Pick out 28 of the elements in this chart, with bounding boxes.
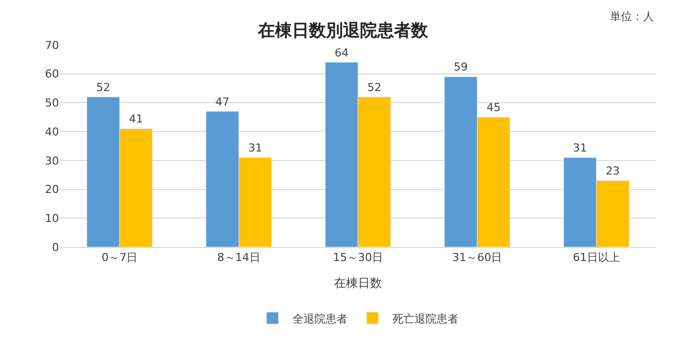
- data-label: 52: [367, 80, 382, 94]
- y-tick-label: 0: [52, 240, 59, 254]
- data-label: 59: [454, 60, 468, 74]
- y-tick-label: 10: [45, 212, 59, 225]
- chart-title: 在棟日数別退院患者数: [257, 20, 429, 41]
- y-tick-label: 30: [45, 154, 59, 168]
- data-label: 52: [96, 80, 110, 94]
- x-tick-label: 61日以上: [572, 251, 620, 264]
- x-axis-title: 在棟日数: [334, 276, 382, 290]
- y-tick-label: 50: [45, 96, 59, 110]
- data-label: 31: [248, 142, 262, 155]
- data-label: 23: [606, 164, 620, 178]
- x-tick-label: 15～30日: [333, 251, 383, 264]
- data-label: 64: [334, 46, 349, 60]
- y-tick-label: 60: [45, 68, 59, 81]
- y-tick-label: 20: [45, 183, 59, 196]
- data-label: 31: [573, 142, 588, 155]
- x-tick-label: 0～7日: [102, 251, 138, 264]
- y-tick-label: 40: [45, 125, 59, 138]
- data-label: 41: [128, 112, 143, 126]
- data-label: 47: [215, 95, 230, 108]
- text: 単位：人: [610, 10, 654, 23]
- x-tick-label: 8～14日: [217, 251, 260, 264]
- data-label: 45: [486, 101, 501, 114]
- legend-label: 死亡退院患者: [392, 312, 458, 326]
- x-tick-label: 31～60日: [452, 251, 502, 264]
- y-tick-label: 70: [45, 38, 59, 52]
- legend-label: 全退院患者: [292, 312, 348, 326]
